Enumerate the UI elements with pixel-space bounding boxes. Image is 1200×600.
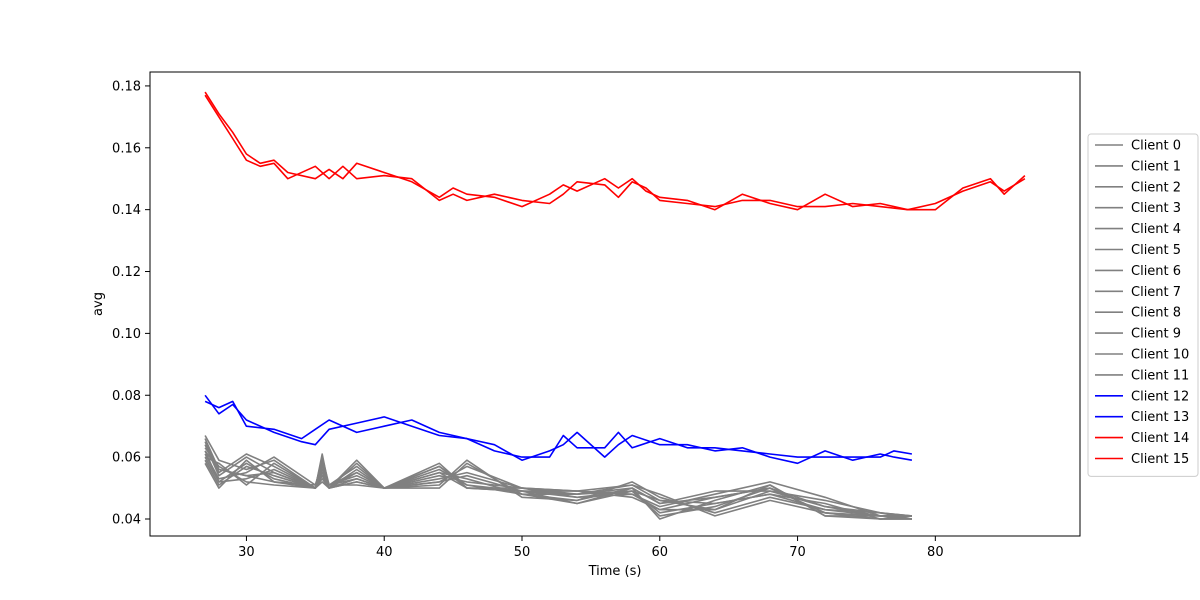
legend-entry: Client 8: [1131, 306, 1181, 321]
y-tick-label: 0.12: [112, 265, 141, 280]
y-tick-label: 0.14: [112, 203, 141, 218]
plot-frame: [149, 71, 1081, 537]
y-tick-label: 0.10: [112, 327, 141, 342]
legend-entry: Client 13: [1131, 410, 1189, 425]
legend-entry: Client 3: [1131, 201, 1181, 216]
series-line-client-11: [204, 450, 912, 520]
legend: Client 0 Client 1 Client 2 Client 3 Client 4…: [1087, 133, 1199, 477]
series-line-client-7: [204, 441, 912, 517]
x-tick-label: 60: [652, 545, 669, 560]
legend-entry: Client 7: [1131, 285, 1181, 300]
legend-box: [1087, 133, 1199, 477]
y-tick-label: 0.06: [112, 451, 141, 466]
x-tick-label: 80: [927, 545, 944, 560]
x-tick-label: 40: [376, 545, 393, 560]
series-line-client-12: [204, 394, 913, 458]
legend-entry: Client 2: [1131, 180, 1181, 195]
y-tick-label: 0.18: [112, 79, 141, 94]
series-line-client-5: [204, 447, 912, 520]
legend-entry: Client 5: [1131, 243, 1181, 258]
series-line-client-14: [204, 94, 1026, 211]
x-axis-label: Time (s): [588, 564, 642, 579]
y-tick-label: 0.08: [112, 389, 141, 404]
legend-entry: Client 9: [1131, 327, 1181, 342]
series-line-client-13: [204, 400, 913, 465]
y-axis: 0.04 0.06 0.08 0.10 0.12 0.14 0.16 0.18: [112, 79, 150, 527]
series-line-client-15: [204, 91, 1026, 211]
x-tick-label: 70: [789, 545, 806, 560]
legend-entry: Client 14: [1131, 431, 1189, 446]
y-tick-label: 0.16: [112, 141, 141, 156]
series-line-client-10: [204, 435, 913, 520]
x-tick-label: 50: [514, 545, 531, 560]
legend-entry: Client 10: [1131, 348, 1189, 363]
x-axis: 30 40 50 60 70 80: [238, 536, 944, 560]
series-layer: [204, 91, 1026, 520]
legend-entry: Client 15: [1131, 452, 1189, 467]
legend-entry: Client 1: [1131, 159, 1181, 174]
legend-entry: Client 0: [1131, 139, 1181, 154]
legend-entry: Client 12: [1131, 389, 1189, 404]
legend-entry: Client 11: [1131, 368, 1189, 383]
x-tick-label: 30: [238, 545, 255, 560]
y-axis-label: avg: [91, 292, 106, 316]
legend-entry: Client 4: [1131, 222, 1181, 237]
y-tick-label: 0.04: [112, 512, 141, 527]
legend-entry: Client 6: [1131, 264, 1181, 279]
